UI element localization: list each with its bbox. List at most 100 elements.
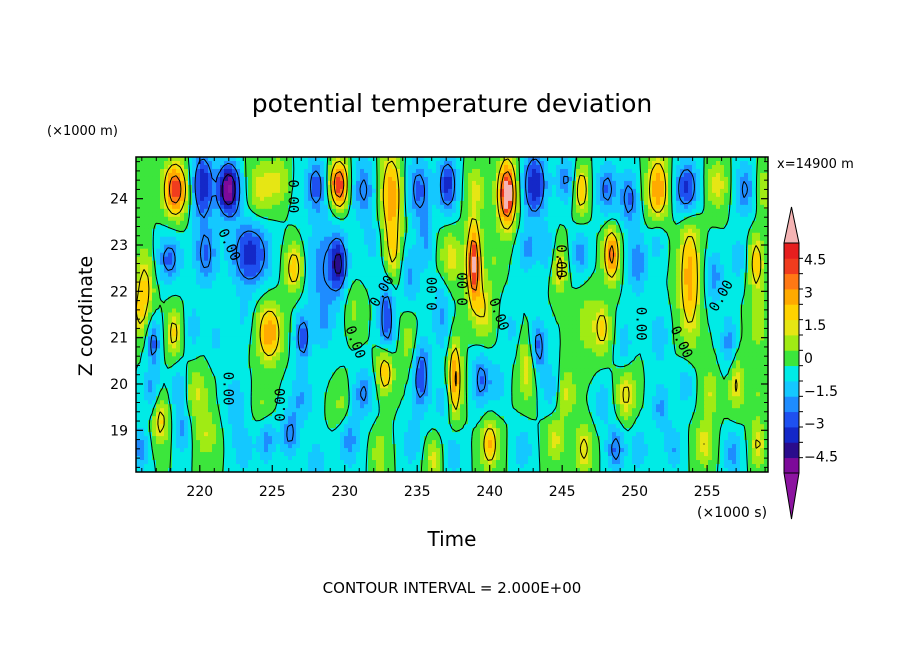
heat-cell — [524, 200, 529, 206]
heat-cell — [152, 280, 157, 286]
heat-cell — [448, 260, 453, 266]
heat-cell — [744, 180, 749, 186]
heat-cell — [524, 248, 529, 254]
heat-cell — [336, 160, 341, 166]
heat-cell — [744, 220, 749, 226]
heat-cell — [296, 180, 301, 186]
heat-cell — [752, 196, 757, 202]
heat-cell — [364, 180, 369, 186]
heat-cell — [232, 236, 237, 242]
heat-cell — [688, 220, 693, 226]
heat-cell — [232, 252, 237, 258]
heat-cell — [516, 272, 521, 278]
heat-cell — [712, 192, 717, 198]
heat-cell — [380, 204, 385, 210]
heat-cell — [676, 240, 681, 246]
heat-cell — [308, 208, 313, 214]
heat-cell — [244, 260, 249, 266]
heat-cell — [504, 256, 509, 262]
heat-cell — [356, 232, 361, 238]
heat-cell — [516, 276, 521, 282]
heat-cell — [548, 208, 553, 214]
heat-cell — [656, 212, 661, 218]
heat-cell — [656, 252, 661, 258]
heat-cell — [424, 164, 429, 170]
heat-cell — [420, 188, 425, 194]
heat-cell — [224, 228, 229, 234]
heat-cell — [672, 252, 677, 258]
heat-cell — [388, 216, 393, 222]
heat-cell — [496, 180, 501, 186]
heat-cell — [324, 244, 329, 250]
heat-cell — [576, 188, 581, 194]
heat-cell — [504, 236, 509, 242]
heat-cell — [524, 164, 529, 170]
heat-cell — [716, 268, 721, 274]
heat-cell — [344, 157, 349, 162]
heat-cell — [252, 276, 257, 282]
heat-cell — [532, 232, 537, 238]
heat-cell — [476, 224, 481, 230]
heat-cell — [320, 244, 325, 250]
heat-cell — [468, 232, 473, 238]
heat-cell — [716, 192, 721, 198]
heat-cell — [476, 172, 481, 178]
heat-cell — [224, 176, 229, 182]
heat-cell — [432, 268, 437, 274]
heat-cell — [296, 280, 301, 286]
heat-cell — [492, 240, 497, 246]
heat-cell — [492, 260, 497, 266]
heat-cell — [144, 192, 149, 198]
heat-cell — [548, 252, 553, 258]
heat-cell — [272, 184, 277, 190]
heat-cell — [600, 192, 605, 198]
heat-cell — [236, 220, 241, 226]
heat-cell — [708, 212, 713, 218]
heat-cell — [524, 184, 529, 190]
heat-cell — [580, 196, 585, 202]
heat-cell — [760, 192, 765, 198]
heat-cell — [356, 196, 361, 202]
heat-cell — [692, 224, 697, 230]
heat-cell — [676, 252, 681, 258]
heat-cell — [664, 232, 669, 238]
heat-cell — [148, 157, 153, 162]
heat-cell — [160, 252, 165, 258]
heat-cell — [672, 216, 677, 222]
heat-cell — [340, 208, 345, 214]
heat-cell — [208, 176, 213, 182]
heat-cell — [400, 252, 405, 258]
heat-cell — [632, 248, 637, 254]
heat-cell — [276, 224, 281, 230]
heat-cell — [732, 220, 737, 226]
heat-cell — [548, 184, 553, 190]
heat-cell — [316, 244, 321, 250]
heat-cell — [480, 172, 485, 178]
heat-cell — [444, 220, 449, 226]
heat-cell — [508, 216, 513, 222]
heat-cell — [436, 188, 441, 194]
heat-cell — [448, 168, 453, 174]
heat-cell — [516, 240, 521, 246]
heat-cell — [424, 196, 429, 202]
heat-cell — [316, 160, 321, 166]
heat-cell — [328, 164, 333, 170]
heat-cell — [632, 188, 637, 194]
heat-cell — [292, 228, 297, 234]
heat-cell — [332, 256, 337, 262]
heat-cell — [716, 184, 721, 190]
heat-cell — [684, 264, 689, 270]
heat-cell — [376, 240, 381, 246]
heat-cell — [196, 188, 201, 194]
heat-cell — [516, 188, 521, 194]
heat-cell — [184, 272, 189, 278]
heat-cell — [284, 208, 289, 214]
heat-cell — [488, 164, 493, 170]
heat-cell — [372, 280, 377, 286]
heat-cell — [260, 164, 265, 170]
heat-cell — [488, 220, 493, 226]
heat-cell — [716, 228, 721, 234]
heat-cell — [256, 160, 261, 166]
heat-cell — [432, 176, 437, 182]
heat-cell — [712, 220, 717, 226]
